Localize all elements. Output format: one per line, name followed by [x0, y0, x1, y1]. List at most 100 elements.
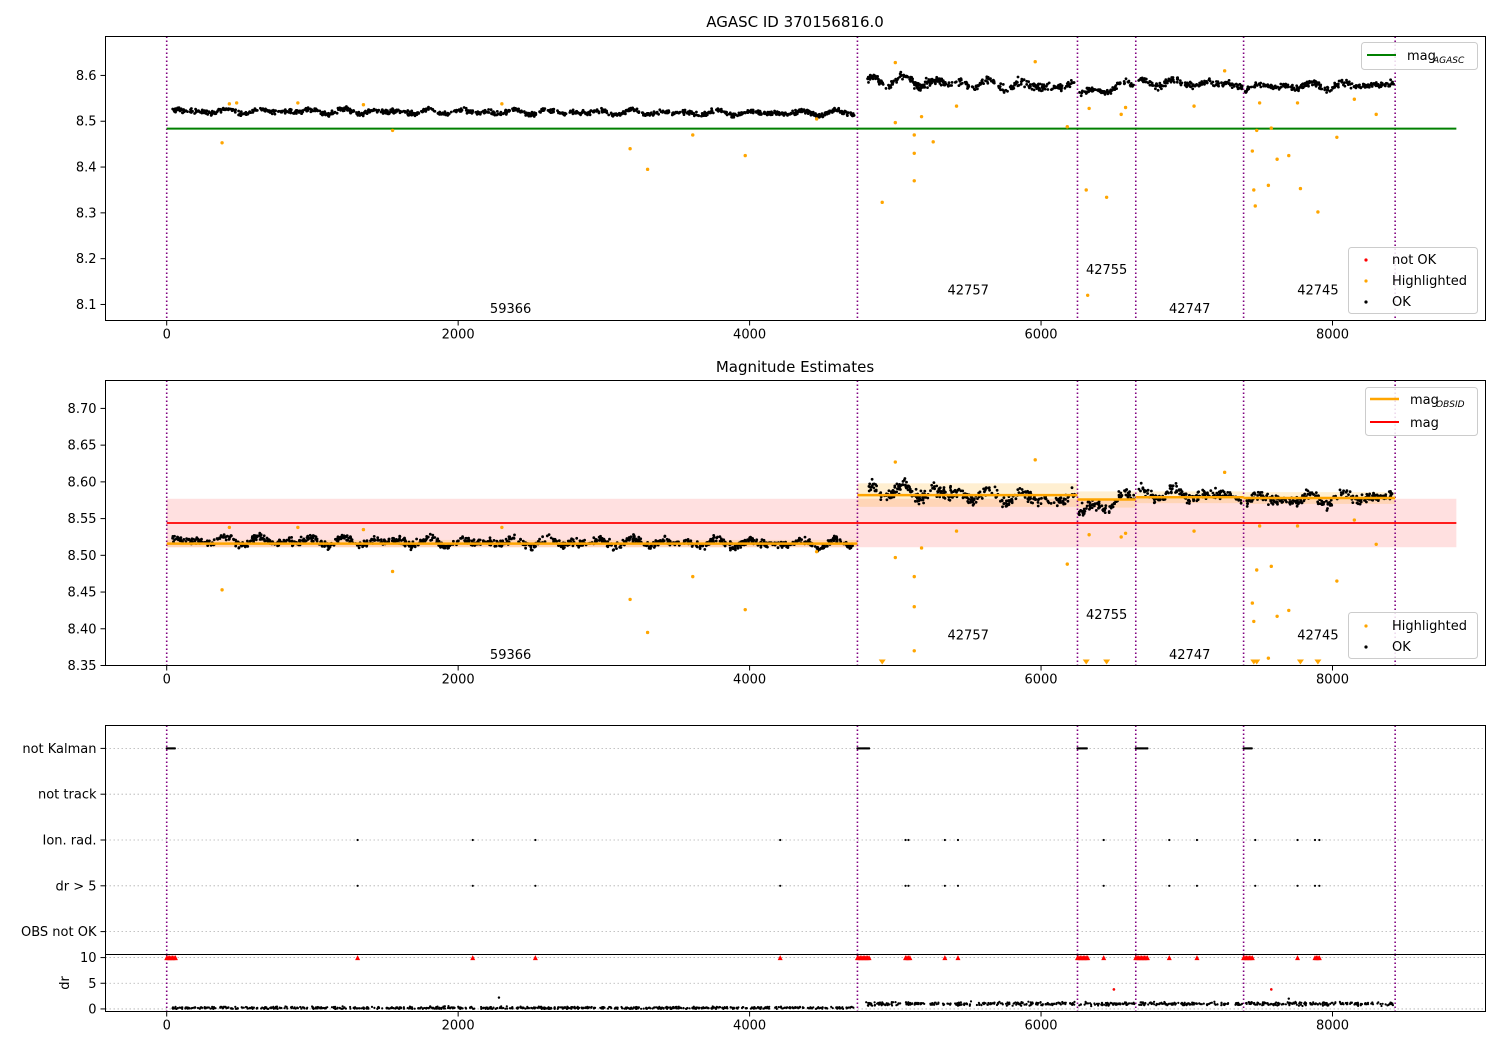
- dr-point: [178, 1006, 181, 1009]
- ok-point: [935, 484, 939, 488]
- ok-point: [1178, 81, 1182, 85]
- ok-point: [185, 537, 189, 540]
- ok-point: [1245, 88, 1249, 92]
- highlighted-point: [1266, 656, 1271, 660]
- ok-point: [1137, 79, 1141, 82]
- dr-point: [225, 1007, 228, 1010]
- ok-point: [555, 539, 559, 543]
- dr-point: [775, 1007, 778, 1011]
- flag-row-label: dr > 5: [55, 879, 96, 894]
- ok-point: [653, 544, 657, 548]
- ok-point: [1282, 82, 1285, 86]
- ok-point: [963, 80, 967, 84]
- ok-point: [297, 111, 301, 114]
- ok-point: [410, 545, 414, 549]
- dr-point: [494, 1007, 497, 1011]
- ok-point: [954, 80, 958, 84]
- ok-point: [1078, 513, 1081, 517]
- ok-point: [683, 539, 687, 543]
- ok-point: [1325, 499, 1328, 503]
- flag-row-label: OBS not OK: [21, 925, 97, 940]
- ok-point: [1365, 85, 1369, 89]
- dr-point: [521, 1007, 524, 1010]
- ok-point: [949, 486, 952, 489]
- ok-point: [369, 539, 372, 543]
- dr-point: [492, 1006, 495, 1009]
- ok-point: [306, 109, 310, 112]
- ok-point: [816, 545, 819, 549]
- ok-point: [213, 110, 216, 114]
- ok-point: [1055, 504, 1059, 508]
- ok-point: [194, 107, 198, 111]
- dr-point: [499, 1006, 502, 1009]
- ok-point: [197, 540, 201, 543]
- flag-mark: [1318, 884, 1321, 887]
- ok-point: [750, 109, 754, 113]
- highlighted-point: [814, 117, 819, 121]
- highlighted-point: [1352, 518, 1357, 522]
- dr-point: [810, 1006, 813, 1009]
- ok-point: [629, 535, 633, 539]
- ok-point: [1023, 496, 1027, 499]
- dr-point: [365, 1007, 368, 1010]
- ok-point: [566, 539, 570, 543]
- ok-point: [866, 77, 869, 81]
- dr-point: [754, 1007, 758, 1010]
- ok-point: [1302, 499, 1306, 503]
- ok-point: [887, 489, 891, 493]
- ok-point: [932, 481, 936, 484]
- ok-point: [1214, 486, 1217, 490]
- ok-point: [447, 546, 450, 550]
- dr-point: [411, 1007, 414, 1010]
- ok-point: [403, 538, 407, 541]
- ok-point: [328, 545, 332, 549]
- ok-point: [993, 485, 997, 489]
- dr-point: [427, 1006, 430, 1010]
- ok-point: [941, 79, 945, 83]
- y-tick-label: 8.65: [68, 439, 97, 454]
- ok-point: [808, 538, 811, 541]
- ok-point: [893, 491, 897, 494]
- ok-point: [748, 536, 752, 540]
- ok-point: [1277, 87, 1281, 91]
- ok-point: [533, 545, 536, 549]
- dr-point: [280, 1006, 283, 1010]
- ok-point: [583, 538, 586, 542]
- ok-point: [801, 108, 805, 112]
- ok-point: [1308, 493, 1312, 497]
- ok-point: [501, 539, 504, 543]
- ok-point: [430, 538, 434, 542]
- legend-marker-not-ok: [1364, 258, 1368, 262]
- ok-point: [410, 113, 414, 117]
- ok-point: [1026, 500, 1030, 503]
- ok-point: [718, 535, 722, 539]
- ok-point: [619, 546, 623, 549]
- ok-point: [1358, 83, 1361, 87]
- ok-point: [1229, 82, 1233, 86]
- ok-point: [1316, 500, 1320, 504]
- ok-point: [1354, 86, 1358, 90]
- ok-point: [412, 111, 415, 115]
- ok-point: [614, 544, 617, 548]
- ok-point: [265, 536, 269, 540]
- flag-mark: [904, 884, 907, 887]
- ok-point: [1347, 493, 1350, 496]
- ok-point: [1043, 87, 1047, 91]
- ok-point: [288, 107, 292, 111]
- legend-label-obsid-sub: OBSID: [1436, 400, 1465, 410]
- dr-point: [201, 1006, 204, 1009]
- ok-point: [1109, 92, 1113, 95]
- dr-point: [783, 1006, 786, 1009]
- ok-point: [701, 544, 705, 548]
- ok-point: [552, 107, 556, 111]
- ok-point: [471, 111, 474, 114]
- highlighted-point: [628, 597, 632, 602]
- dr-point: [652, 1006, 656, 1009]
- dr-point: [222, 1005, 226, 1008]
- ok-point: [571, 112, 575, 116]
- ok-point: [549, 536, 553, 540]
- ok-point: [782, 544, 786, 547]
- ok-point: [762, 112, 765, 115]
- dr-point: [830, 1005, 833, 1009]
- ok-point: [876, 75, 879, 78]
